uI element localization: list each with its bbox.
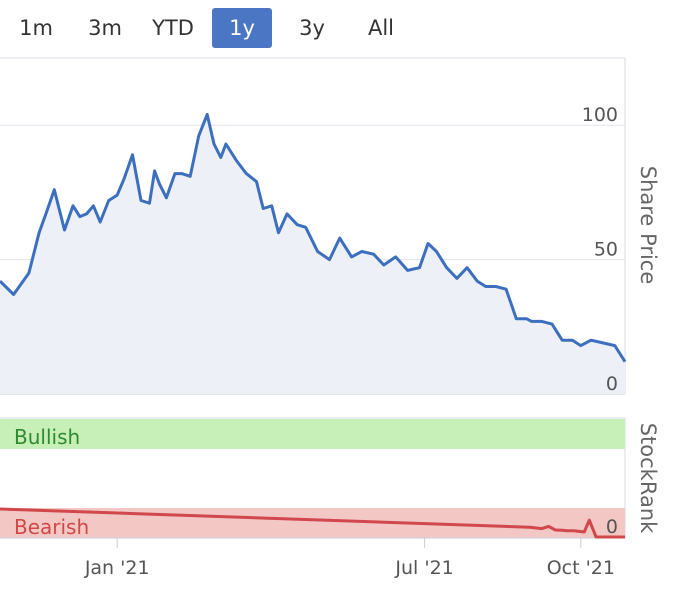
range-selector: 1m 3m YTD 1y 3y All bbox=[0, 8, 676, 50]
price-tick-50: 50 bbox=[594, 239, 618, 261]
bearish-label: Bearish bbox=[14, 515, 89, 539]
rank-tick-0: 0 bbox=[606, 516, 618, 538]
range-button-1y[interactable]: 1y bbox=[212, 8, 272, 48]
range-button-all[interactable]: All bbox=[367, 16, 395, 40]
range-button-1m[interactable]: 1m bbox=[19, 16, 53, 40]
price-tick-0: 0 bbox=[606, 373, 618, 395]
x-axis: Jan '21 Jul '21 Oct '21 bbox=[84, 538, 615, 579]
stockrank-axis-title: StockRank bbox=[636, 423, 660, 534]
range-button-3m[interactable]: 3m bbox=[88, 16, 122, 40]
range-button-3y[interactable]: 3y bbox=[299, 16, 325, 40]
bullish-band bbox=[0, 419, 625, 449]
x-tick-label: Jul '21 bbox=[394, 557, 453, 579]
stockrank-line bbox=[0, 507, 625, 539]
share-price-axis-title: Share Price bbox=[636, 166, 660, 285]
x-tick-label: Oct '21 bbox=[547, 557, 615, 579]
price-area-fill bbox=[0, 114, 625, 395]
price-tick-100: 100 bbox=[582, 104, 618, 126]
price-area bbox=[0, 112, 627, 395]
bullish-label: Bullish bbox=[14, 425, 80, 449]
x-tick-label: Jan '21 bbox=[84, 557, 150, 579]
stockrank-panel: Bullish Bearish 0 bbox=[0, 417, 626, 539]
price-ticks: 0 50 100 bbox=[582, 104, 618, 395]
range-button-ytd[interactable]: YTD bbox=[152, 16, 194, 40]
